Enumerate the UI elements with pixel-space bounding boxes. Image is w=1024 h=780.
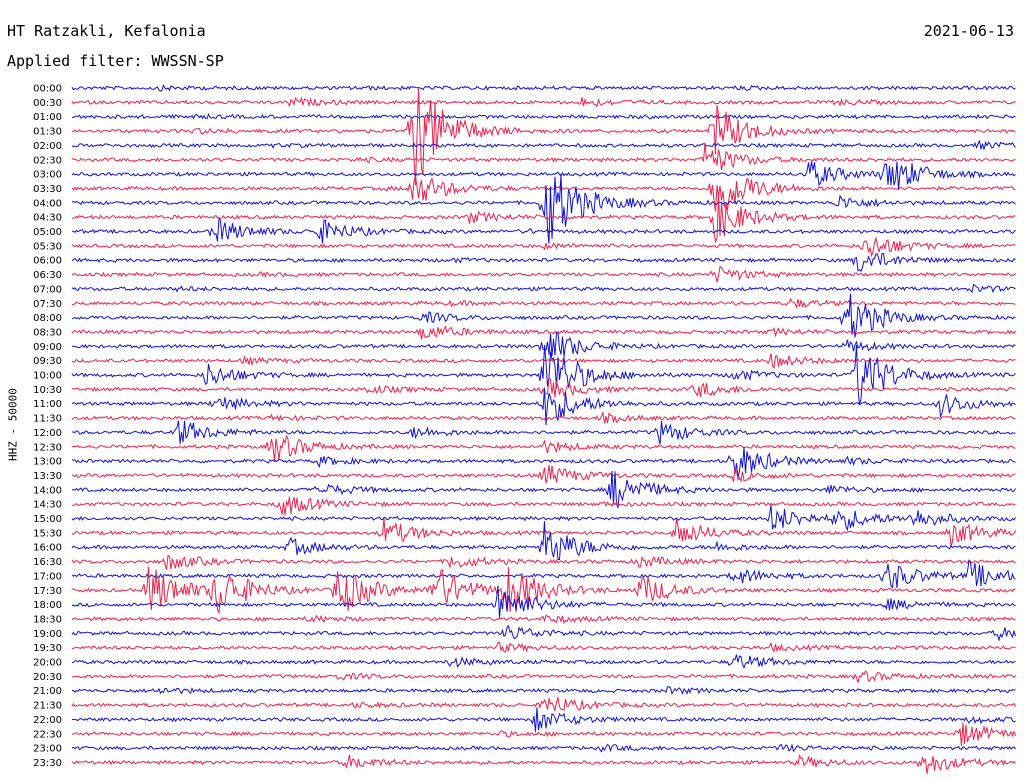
- time-tick-label: 17:30: [33, 586, 62, 597]
- seismic-trace: [71, 695, 1016, 711]
- seismic-trace: [71, 217, 1016, 244]
- seismic-trace: [71, 754, 1016, 775]
- time-tick-label: 03:30: [33, 184, 62, 195]
- time-tick-label: 12:00: [33, 428, 62, 439]
- time-tick-label: 00:00: [33, 84, 62, 95]
- time-tick-label: 19:00: [33, 629, 62, 640]
- seismic-trace: [71, 686, 1016, 696]
- seismic-trace: [71, 470, 1016, 509]
- seismic-trace: [71, 194, 1016, 244]
- station-title: HT Ratzakli, Kefalonia: [7, 22, 206, 40]
- seismic-trace: [72, 641, 1016, 653]
- seismic-trace: [71, 743, 1016, 753]
- seismic-trace: [71, 707, 1016, 732]
- time-tick-label: 08:30: [33, 327, 62, 338]
- seismic-trace: [71, 670, 1016, 683]
- seismic-trace: [71, 410, 1016, 424]
- time-tick-label: 09:00: [33, 342, 62, 353]
- seismic-trace: [71, 252, 1016, 272]
- time-tick-label: 01:00: [33, 112, 62, 123]
- time-tick-label: 14:00: [33, 485, 62, 496]
- seismic-trace: [71, 504, 1016, 532]
- time-tick-label: 23:00: [33, 744, 62, 755]
- time-tick-label: 02:30: [33, 155, 62, 166]
- time-tick-label: 11:00: [33, 399, 62, 410]
- time-tick-label: 00:30: [33, 98, 62, 109]
- time-tick-label: 09:30: [33, 356, 62, 367]
- seismic-trace: [71, 83, 1016, 92]
- time-tick-label: 03:00: [33, 170, 62, 181]
- seismic-trace: [71, 722, 1016, 746]
- seismic-trace: [71, 331, 1016, 357]
- time-tick-label: 13:30: [33, 471, 62, 482]
- seismic-trace: [71, 378, 1016, 398]
- seismic-trace: [71, 434, 1016, 462]
- seismic-trace: [71, 585, 1016, 619]
- seismic-trace: [71, 554, 1016, 570]
- time-tick-label: 11:30: [33, 414, 62, 425]
- time-tick-label: 22:30: [33, 729, 62, 740]
- filter-label: Applied filter: WWSSN-SP: [7, 52, 224, 70]
- seismic-trace: [71, 387, 1016, 426]
- seismic-trace: [71, 142, 1016, 170]
- time-tick-label: 16:30: [33, 557, 62, 568]
- seismic-trace: [71, 293, 1016, 338]
- time-tick-label: 20:00: [33, 658, 62, 669]
- seismic-trace: [71, 96, 1016, 108]
- seismic-trace: [71, 283, 1016, 294]
- time-tick-label: 08:00: [33, 313, 62, 324]
- seismic-trace: [71, 566, 1016, 615]
- time-tick-label: 17:00: [33, 571, 62, 582]
- time-tick-label: 06:30: [33, 270, 62, 281]
- time-tick-label: 07:00: [33, 284, 62, 295]
- time-tick-label: 10:30: [33, 385, 62, 396]
- time-tick-label: 06:00: [33, 256, 62, 267]
- seismic-trace: [71, 161, 1016, 191]
- date-label: 2021-06-13: [923, 22, 1014, 40]
- time-tick-label: 19:30: [33, 643, 62, 654]
- time-tick-label: 15:30: [33, 528, 62, 539]
- seismic-trace: [71, 265, 1016, 283]
- time-tick-label: 05:30: [33, 241, 62, 252]
- seismic-trace: [71, 560, 1016, 589]
- seismic-trace: [71, 139, 1016, 150]
- time-tick-label: 05:00: [33, 227, 62, 238]
- seismic-trace: [71, 88, 1016, 186]
- seismic-trace: [71, 173, 1016, 244]
- seismic-trace: [71, 624, 1016, 642]
- time-tick-label: 20:30: [33, 672, 62, 683]
- time-tick-label: 14:30: [33, 500, 62, 511]
- time-tick-label: 10:00: [33, 371, 62, 382]
- time-tick-label: 02:00: [33, 141, 62, 152]
- time-tick-label: 01:30: [33, 127, 62, 138]
- seismic-trace: [71, 175, 1016, 212]
- seismic-trace: [71, 614, 1016, 625]
- time-tick-label: 04:30: [33, 213, 62, 224]
- seismic-trace: [71, 446, 1016, 478]
- time-tick-label: 21:00: [33, 686, 62, 697]
- time-tick-label: 18:00: [33, 600, 62, 611]
- time-tick-label: 13:00: [33, 457, 62, 468]
- time-tick-label: 21:30: [33, 701, 62, 712]
- seismic-trace: [71, 113, 1016, 120]
- time-tick-label: 12:30: [33, 442, 62, 453]
- seismic-trace: [71, 654, 1016, 669]
- seismic-trace: [72, 297, 1016, 309]
- time-tick-label: 16:00: [33, 543, 62, 554]
- seismic-trace: [71, 420, 1016, 445]
- time-tick-label: 23:30: [33, 758, 62, 769]
- time-tick-label: 22:00: [33, 715, 62, 726]
- seismic-trace: [71, 521, 1016, 561]
- time-tick-label: 07:30: [33, 299, 62, 310]
- seismic-trace: [71, 496, 1016, 515]
- seismic-trace: [71, 236, 1016, 258]
- time-tick-label: 15:00: [33, 514, 62, 525]
- seismic-trace: [71, 345, 1016, 405]
- seismic-trace: [71, 325, 1016, 340]
- time-tick-label: 18:30: [33, 614, 62, 625]
- time-tick-label: 04:00: [33, 198, 62, 209]
- seismic-trace: [71, 465, 1016, 484]
